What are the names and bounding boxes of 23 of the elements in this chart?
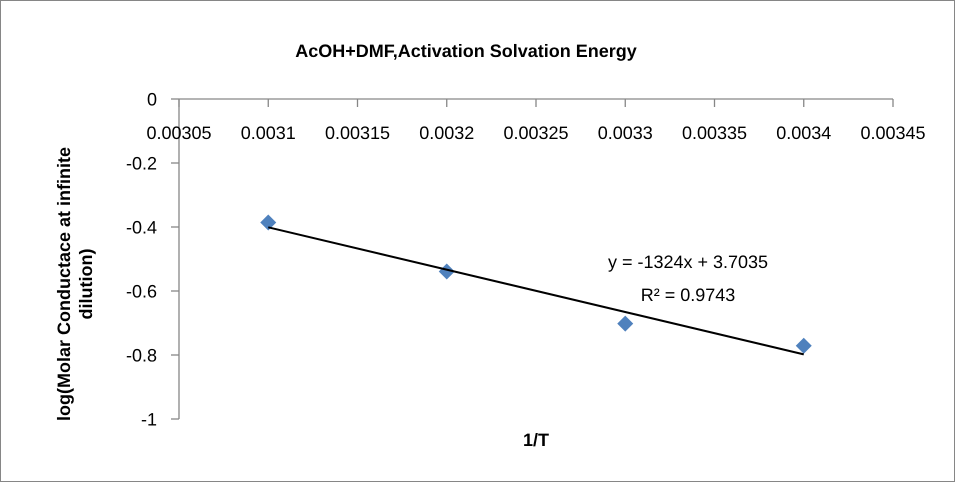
- x-axis-title: 1/T: [522, 430, 550, 450]
- x-tick-label: 0.00335: [682, 123, 748, 143]
- annotation: R² = 0.9743: [640, 285, 736, 305]
- point: [260, 214, 276, 231]
- x-tick-label: 0.0033: [598, 123, 653, 143]
- x-tick-label: 0.0032: [419, 123, 474, 143]
- x-tick-label: 0.00325: [503, 123, 569, 143]
- y-tick-label: -0.4: [126, 217, 157, 238]
- x-tick-label: 0.0034: [776, 123, 832, 143]
- annotation: y = -1324x + 3.7035: [608, 252, 768, 272]
- y-axis-title: log(Molar Conductace at infinite dilution): [54, 146, 96, 422]
- x-tick-label: 0.0031: [240, 123, 296, 143]
- y-tick-label: -0.2: [126, 153, 157, 174]
- y-tick-label: -0.8: [126, 345, 157, 366]
- x-tick-label: 0.00345: [860, 123, 926, 143]
- chart-title: AcOH+DMF,Activation Solvation Energy: [295, 41, 637, 61]
- y-tick-label: -1: [140, 409, 157, 430]
- y-tick-label: 0: [146, 89, 157, 110]
- point: [796, 338, 812, 354]
- y-tick-label: -0.6: [126, 281, 157, 302]
- x-tick-label: 0.00315: [324, 123, 390, 143]
- point: [617, 316, 634, 332]
- x-tick-label: 0.00305: [146, 123, 212, 143]
